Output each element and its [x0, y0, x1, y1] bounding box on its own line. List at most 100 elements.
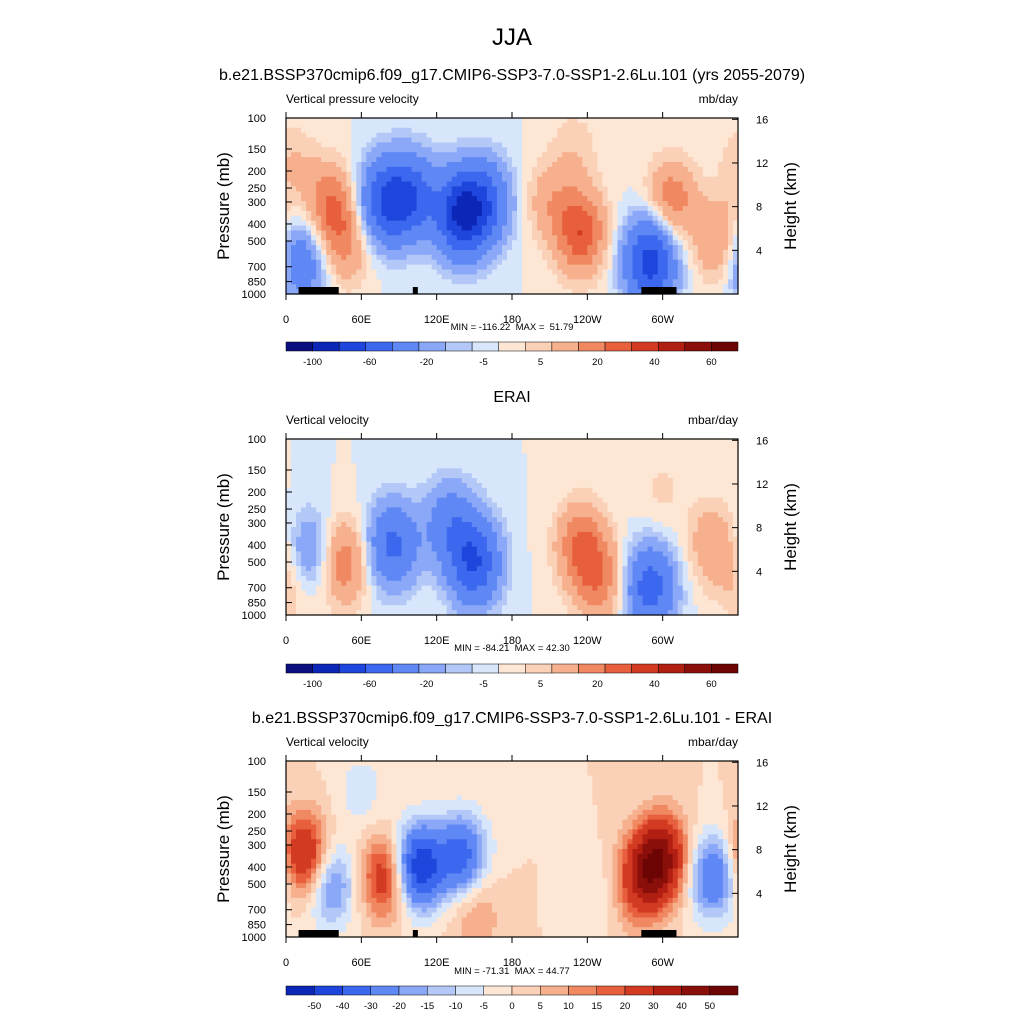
field-cell — [697, 473, 704, 479]
field-cell — [652, 507, 659, 513]
field-cell — [572, 230, 578, 236]
field-cell — [617, 206, 624, 212]
field-cell — [346, 186, 352, 192]
field-cell — [517, 453, 523, 460]
field-cell — [321, 517, 327, 523]
field-cell — [662, 497, 669, 504]
field-cell — [341, 279, 347, 285]
field-cell — [697, 166, 704, 173]
field-cell — [291, 507, 297, 513]
field-cell — [677, 458, 684, 465]
field-cell — [346, 289, 352, 295]
field-cell — [622, 220, 629, 227]
field-cell — [517, 512, 523, 518]
field-cell — [436, 196, 443, 202]
field-cell — [722, 497, 729, 504]
field-cell — [587, 210, 593, 217]
field-cell — [501, 443, 508, 450]
field-cell — [512, 492, 518, 499]
field-cell — [416, 181, 423, 188]
field-cell — [717, 157, 724, 163]
field-cell — [416, 191, 423, 197]
field-cell — [517, 206, 523, 212]
field-cell — [697, 230, 704, 236]
field-cell — [326, 269, 332, 276]
field-cell — [421, 166, 428, 173]
field-cell — [401, 157, 408, 163]
field-cell — [722, 522, 729, 528]
field-cell — [326, 274, 332, 280]
field-cell — [607, 152, 614, 158]
field-cell — [331, 264, 337, 271]
field-cell — [316, 127, 322, 134]
field-cell — [396, 201, 403, 207]
field-cell — [607, 215, 614, 222]
field-cell — [396, 483, 403, 489]
field-cell — [371, 512, 377, 518]
field-cell — [732, 468, 739, 474]
field-cell — [517, 240, 523, 246]
field-cell — [552, 186, 558, 192]
field-cell — [396, 274, 403, 280]
field-cell — [692, 220, 699, 227]
field-cell — [592, 127, 598, 134]
field-cell — [401, 127, 408, 134]
field-cell — [431, 201, 438, 207]
field-cell — [547, 206, 553, 212]
field-cell — [441, 127, 448, 134]
field-cell — [311, 191, 317, 197]
field-cell — [326, 206, 332, 212]
field-cell — [517, 191, 523, 197]
field-cell — [466, 468, 473, 474]
field-cell — [562, 122, 568, 129]
field-cell — [491, 448, 498, 455]
field-cell — [491, 127, 498, 134]
colorbar-box — [338, 341, 367, 352]
field-cell — [486, 473, 493, 479]
field-cell — [527, 478, 533, 484]
field-cell — [381, 259, 388, 266]
field-cell — [396, 157, 403, 163]
field-cell — [722, 191, 729, 197]
field-cell — [732, 230, 739, 236]
field-cell — [286, 181, 292, 188]
field-cell — [301, 118, 307, 124]
field-cell — [652, 127, 659, 134]
field-cell — [532, 502, 538, 509]
field-cell — [426, 166, 433, 173]
field-cell — [677, 176, 684, 183]
field-cell — [391, 463, 398, 469]
field-cell — [537, 118, 543, 124]
field-cell — [331, 181, 337, 188]
field-cell — [496, 181, 503, 188]
field-cell — [647, 142, 654, 148]
field-cell — [522, 463, 528, 469]
field-cell — [486, 230, 493, 236]
field-cell — [517, 152, 523, 158]
field-cell — [517, 166, 523, 173]
field-cell — [501, 181, 508, 188]
field-cell — [301, 279, 307, 285]
field-cell — [702, 152, 709, 158]
field-cell — [732, 201, 739, 207]
field-cell — [331, 220, 337, 227]
field-cell — [652, 443, 659, 450]
field-cell — [476, 473, 483, 479]
field-cell — [416, 507, 423, 513]
field-cell — [351, 289, 357, 295]
field-cell — [672, 166, 679, 173]
field-cell — [301, 284, 307, 290]
field-cell — [697, 201, 704, 207]
field-cell — [687, 507, 694, 513]
field-cell — [371, 279, 377, 285]
field-cell — [692, 463, 699, 469]
field-cell — [341, 210, 347, 217]
field-cell — [587, 152, 593, 158]
field-cell — [491, 220, 498, 227]
field-cell — [577, 147, 583, 153]
field-cell — [466, 201, 473, 207]
field-cell — [707, 264, 714, 271]
field-cell — [602, 264, 609, 271]
field-cell — [396, 497, 403, 504]
field-cell — [421, 196, 428, 202]
